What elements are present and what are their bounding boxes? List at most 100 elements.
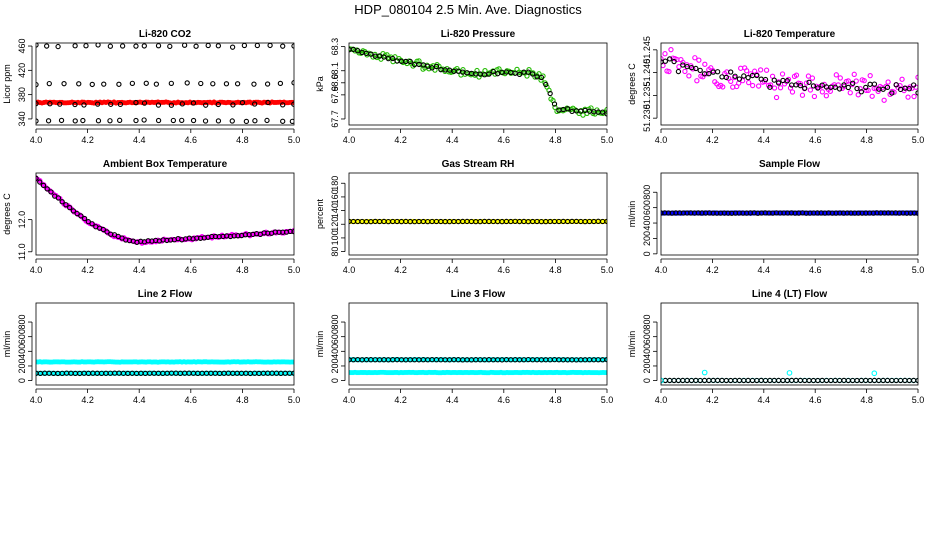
data-point [72, 101, 78, 108]
x-tick-label: 4.2 [706, 395, 719, 405]
data-point [368, 51, 374, 57]
data-point [203, 102, 209, 108]
data-point [692, 55, 698, 61]
data-point [855, 92, 861, 98]
data-point [48, 189, 54, 195]
data-point [181, 43, 188, 48]
x-tick-label: 4.6 [498, 135, 511, 145]
data-point [749, 377, 756, 384]
x-tick-label: 4.0 [343, 395, 356, 405]
data-point [810, 83, 817, 89]
data-point [884, 84, 891, 90]
li820-co2-x-axis: 4.0 4.2 4.4 4.6 4.8 5.0 [30, 128, 300, 145]
gas-stream-rh-x-axis: 4.0 4.2 4.4 4.6 4.8 5.0 [343, 258, 614, 275]
data-point [604, 106, 607, 113]
y-tick-label: 80 [330, 247, 340, 257]
data-point [910, 377, 917, 384]
y-tick-label: 420 [17, 63, 27, 78]
data-point [72, 118, 78, 124]
data-point [460, 67, 466, 73]
line-3-flow-x-axis: 4.0 4.2 4.4 4.6 4.8 5.0 [343, 388, 613, 405]
data-point [433, 63, 440, 70]
x-tick-label: 4.2 [81, 265, 94, 275]
data-point [155, 102, 162, 108]
gas-stream-rh-panel: Gas Stream RH percent 4.0 4.2 4.4 4.6 4.8 5.0 80… [315, 159, 613, 275]
data-point [40, 182, 47, 189]
y-tick-label: 380 [17, 87, 27, 102]
data-point [241, 43, 248, 49]
data-point [786, 370, 793, 376]
data-point [694, 78, 700, 84]
data-point [736, 377, 743, 384]
data-point [682, 68, 688, 75]
li820-temperature-ylabel: degrees C [627, 63, 637, 105]
data-point [141, 43, 147, 49]
data-point [802, 85, 808, 91]
x-tick-label: 4.6 [185, 395, 198, 405]
x-tick-label: 4.8 [549, 395, 562, 405]
data-point [76, 81, 82, 87]
data-point [153, 81, 160, 87]
data-point [762, 377, 769, 384]
figure-title: HDP_080104 2.5 Min. Ave. Diagnostics [354, 2, 582, 17]
data-point [779, 71, 786, 77]
data-point [880, 86, 886, 92]
x-tick-label: 4.6 [185, 135, 198, 145]
data-point [355, 48, 361, 54]
data-point [702, 61, 708, 67]
data-point [797, 83, 804, 89]
data-point [74, 210, 80, 217]
x-tick-label: 4.2 [394, 135, 407, 145]
li820-co2-series-mean [36, 99, 294, 106]
x-tick-label: 4.0 [343, 265, 356, 275]
data-point [745, 377, 751, 384]
data-point [119, 43, 126, 49]
y-tick-label: 51.240 [642, 59, 652, 87]
data-point [223, 81, 230, 87]
ambient-box-temperature-ylabel: degrees C [2, 193, 12, 235]
y-tick-label: 800 [642, 185, 652, 200]
data-point [915, 74, 918, 80]
data-point [780, 377, 786, 384]
data-point [170, 117, 177, 124]
data-point [280, 43, 286, 49]
x-tick-label: 5.0 [288, 265, 301, 275]
data-point [704, 71, 710, 77]
y-tick-label: 600 [330, 329, 340, 344]
data-point [684, 377, 690, 384]
line-3-flow-plot-frame [348, 302, 608, 386]
x-tick-label: 4.8 [860, 135, 873, 145]
data-point [736, 80, 742, 86]
y-tick-label: 68.0 [330, 74, 340, 92]
data-point [390, 55, 396, 62]
x-tick-label: 4.8 [860, 395, 873, 405]
data-point [867, 73, 873, 79]
li820-temperature-title: Li-820 Temperature [744, 29, 836, 40]
data-point [604, 111, 607, 117]
gas-stream-rh-series-rh-avg [349, 218, 607, 225]
li820-pressure-title: Li-820 Pressure [441, 29, 516, 40]
data-point [662, 58, 669, 64]
data-point [793, 377, 799, 384]
data-point [863, 87, 869, 94]
data-point [807, 87, 814, 93]
data-point [671, 58, 677, 65]
data-point [714, 69, 721, 75]
data-point [799, 92, 806, 98]
data-point [289, 118, 294, 125]
data-point [714, 377, 721, 384]
x-tick-label: 4.4 [133, 395, 146, 405]
x-tick-label: 4.0 [343, 135, 356, 145]
data-point [723, 377, 729, 384]
x-tick-label: 5.0 [601, 265, 614, 275]
line-3-flow-title: Line 3 Flow [451, 289, 506, 300]
li820-co2-ylabel: Licor ppm [2, 64, 12, 104]
data-point [530, 71, 536, 77]
data-point [133, 43, 139, 49]
data-point [837, 75, 843, 81]
data-point [701, 369, 708, 376]
data-point [168, 102, 175, 108]
